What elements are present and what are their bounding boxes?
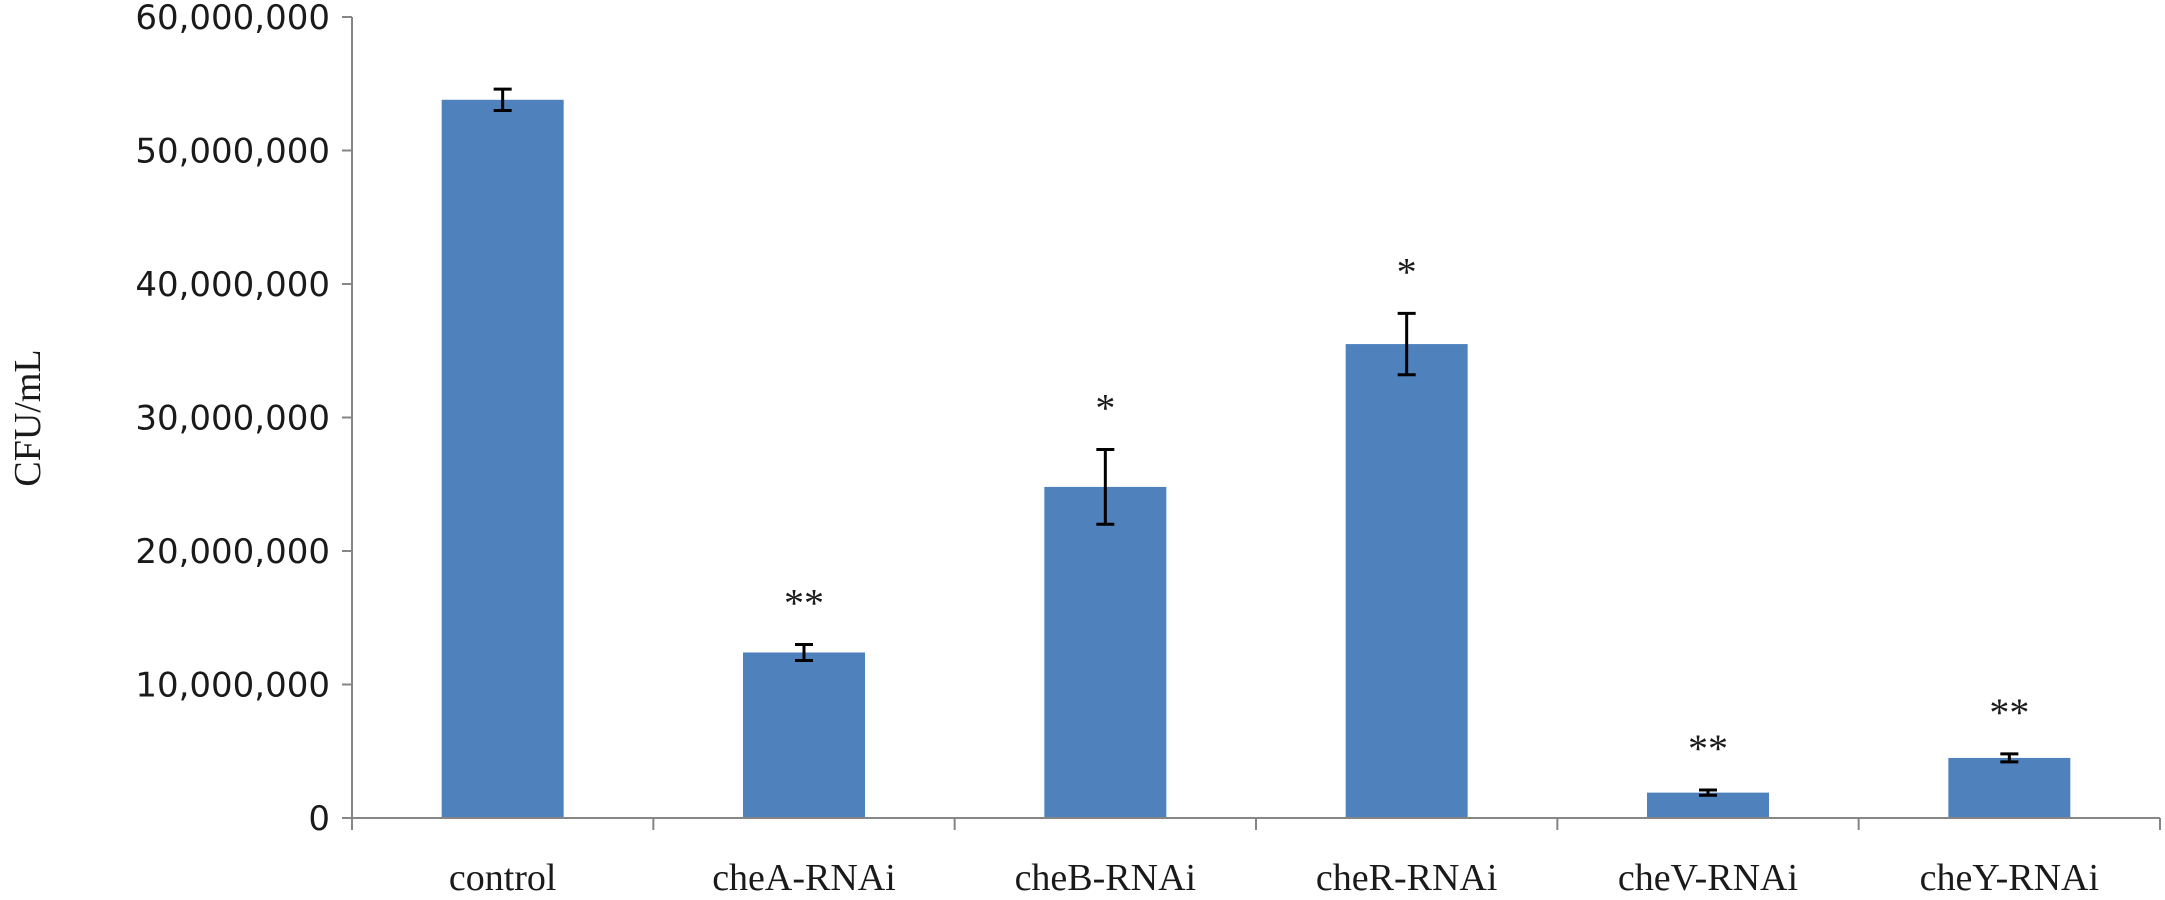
significance-label: **	[784, 580, 824, 625]
y-tick-label: 20,000,000	[135, 532, 330, 572]
category-label: cheV-RNAi	[1618, 857, 1798, 899]
y-tick-label: 60,000,000	[135, 0, 330, 38]
bar	[1948, 757, 2071, 818]
bar	[1044, 486, 1167, 818]
category-label: cheY-RNAi	[1920, 857, 2099, 899]
x-axis-category-labels: control cheA-RNAi cheB-RNAi cheR-RNAi cheV-R…	[449, 857, 2099, 899]
axes	[342, 16, 2161, 830]
bar	[441, 99, 564, 818]
significance-labels: ********	[784, 249, 2029, 771]
category-label: cheR-RNAi	[1316, 857, 1498, 899]
bars	[441, 99, 2071, 818]
y-tick-label: 10,000,000	[135, 666, 330, 706]
bar	[1345, 344, 1468, 818]
significance-label: *	[1095, 386, 1115, 431]
category-label: cheA-RNAi	[712, 857, 896, 899]
bar	[1647, 792, 1769, 818]
y-axis-title: CFU/mL	[7, 349, 49, 486]
significance-label: **	[1989, 690, 2029, 735]
y-axis-tick-labels: 0 10,000,000 20,000,000 30,000,000 40,000,00…	[135, 0, 330, 839]
error-bars	[493, 87, 2019, 797]
category-label: cheB-RNAi	[1015, 857, 1197, 899]
category-label: control	[449, 857, 557, 899]
significance-label: **	[1688, 726, 1728, 771]
y-tick-label: 40,000,000	[135, 265, 330, 305]
bar	[743, 652, 865, 818]
y-tick-label: 50,000,000	[135, 132, 330, 172]
y-tick-label: 0	[308, 799, 330, 839]
y-tick-label: 30,000,000	[135, 399, 330, 439]
significance-label: *	[1397, 249, 1417, 294]
